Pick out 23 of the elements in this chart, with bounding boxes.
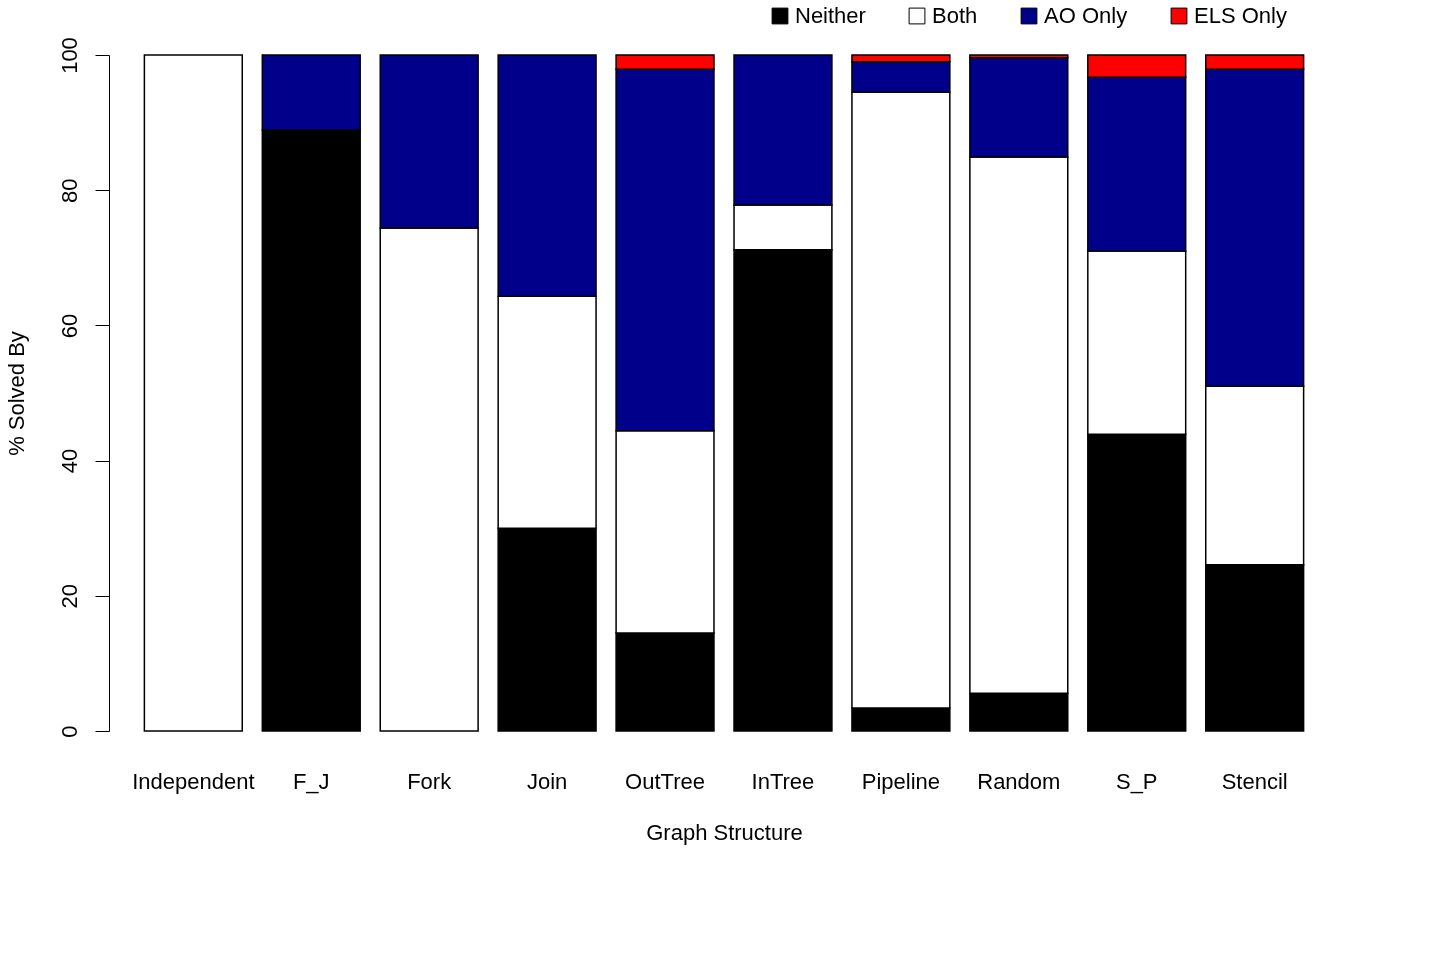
- x-tick-label: Join: [526, 768, 568, 794]
- legend-label: Both: [932, 3, 978, 28]
- x-tick-label: F_J: [292, 768, 330, 794]
- y-tick-label: 40: [56, 448, 82, 474]
- x-tick-label: OutTree: [625, 768, 705, 794]
- y-tick-label: 60: [56, 313, 82, 339]
- legend-label: AO Only: [1044, 3, 1128, 28]
- x-tick-label: Random: [977, 768, 1061, 794]
- x-tick-label: Independent: [132, 768, 255, 794]
- x-axis-title: Graph Structure: [646, 819, 803, 845]
- x-tick-label: Stencil: [1221, 768, 1288, 794]
- x-tick-label: InTree: [751, 768, 815, 794]
- y-axis-title: % Solved By: [3, 331, 29, 456]
- x-tick-label: Pipeline: [861, 768, 941, 794]
- x-tick-label: Fork: [407, 768, 453, 794]
- y-tick-label: 20: [56, 584, 82, 609]
- legend-label: ELS Only: [1194, 3, 1287, 28]
- legend-label: Neither: [795, 3, 866, 28]
- y-tick-label: 0: [56, 725, 82, 738]
- y-tick-label: 80: [56, 178, 82, 203]
- y-tick-label: 100: [56, 37, 82, 74]
- bar: [143, 54, 244, 732]
- x-tick-label: S_P: [1115, 768, 1158, 794]
